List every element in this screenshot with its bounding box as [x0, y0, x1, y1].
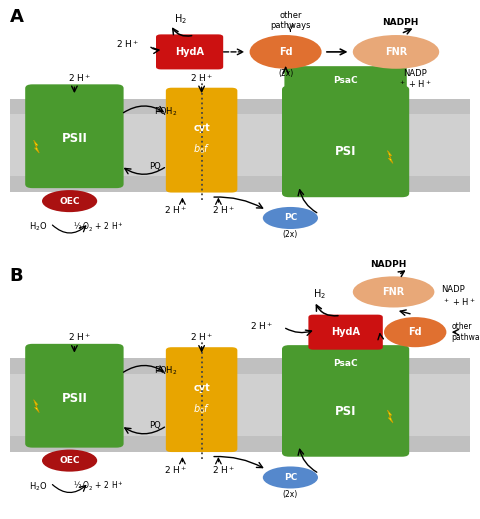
Text: HydA: HydA: [331, 327, 360, 337]
Text: PSII: PSII: [61, 392, 87, 405]
Text: cyt: cyt: [193, 383, 210, 393]
Text: PQ: PQ: [149, 161, 160, 171]
Text: Fd: Fd: [408, 327, 422, 337]
Text: $^+$ + H$^+$: $^+$ + H$^+$: [442, 296, 475, 308]
Text: A: A: [10, 8, 24, 26]
Bar: [10, 114, 470, 176]
Text: (2x): (2x): [283, 230, 298, 239]
Text: OEC: OEC: [60, 197, 80, 206]
Text: H$_2$: H$_2$: [173, 12, 187, 26]
Text: PSI: PSI: [335, 145, 356, 158]
Text: (2x): (2x): [278, 70, 293, 78]
Text: PsaC: PsaC: [333, 76, 358, 85]
Text: H$_2$O: H$_2$O: [29, 221, 48, 234]
Text: 2 H$^+$: 2 H$^+$: [68, 332, 91, 343]
Text: 2 H$^+$: 2 H$^+$: [190, 72, 213, 84]
Ellipse shape: [353, 276, 434, 307]
Text: $^+$ + H$^+$: $^+$ + H$^+$: [398, 78, 432, 90]
Polygon shape: [387, 410, 393, 423]
FancyBboxPatch shape: [308, 315, 383, 350]
Ellipse shape: [384, 317, 446, 347]
Text: $b_6f$: $b_6f$: [193, 402, 210, 416]
Ellipse shape: [263, 207, 318, 229]
Text: 2 H$^+$: 2 H$^+$: [212, 204, 235, 216]
Text: ½ O$_2$ + 2 H$^+$: ½ O$_2$ + 2 H$^+$: [73, 221, 124, 234]
Text: PQH$_2$: PQH$_2$: [154, 105, 177, 118]
FancyBboxPatch shape: [25, 84, 124, 188]
Text: NADPH: NADPH: [371, 260, 407, 269]
Text: PC: PC: [284, 213, 297, 223]
Text: 2 H$^+$: 2 H$^+$: [250, 320, 273, 332]
Text: other
pathways: other pathways: [270, 11, 311, 31]
FancyBboxPatch shape: [25, 344, 124, 447]
Text: PQ: PQ: [149, 421, 160, 430]
Polygon shape: [387, 151, 393, 163]
Text: FNR: FNR: [385, 47, 407, 57]
Text: other
pathways: other pathways: [451, 322, 480, 342]
Text: 2 H$^+$: 2 H$^+$: [190, 332, 213, 343]
Text: ½ O$_2$ + 2 H$^+$: ½ O$_2$ + 2 H$^+$: [73, 480, 124, 493]
FancyBboxPatch shape: [166, 88, 237, 193]
Text: HydA: HydA: [175, 47, 204, 57]
FancyBboxPatch shape: [284, 66, 407, 94]
Text: OEC: OEC: [60, 456, 80, 465]
Text: NADP: NADP: [403, 70, 427, 78]
Ellipse shape: [42, 449, 97, 472]
Text: H$_2$: H$_2$: [312, 288, 326, 302]
Polygon shape: [34, 400, 39, 413]
Text: PSI: PSI: [335, 405, 356, 418]
Ellipse shape: [250, 35, 322, 69]
Text: H$_2$O: H$_2$O: [29, 480, 48, 493]
Text: 2 H$^+$: 2 H$^+$: [164, 464, 187, 475]
Text: $b_6f$: $b_6f$: [193, 142, 210, 156]
Text: PQH$_2$: PQH$_2$: [154, 365, 177, 377]
Bar: [10, 374, 470, 436]
Bar: [10, 358, 470, 452]
Text: 2 H$^+$: 2 H$^+$: [68, 72, 91, 84]
Text: PSII: PSII: [61, 132, 87, 145]
Text: B: B: [10, 267, 23, 285]
Ellipse shape: [42, 190, 97, 212]
Text: cyt: cyt: [193, 124, 210, 133]
Text: NADP: NADP: [442, 285, 465, 294]
FancyBboxPatch shape: [282, 86, 409, 197]
Text: 2 H$^+$: 2 H$^+$: [164, 204, 187, 216]
Text: PC: PC: [284, 473, 297, 482]
Text: 2 H$^+$: 2 H$^+$: [212, 464, 235, 475]
Bar: [10, 99, 470, 192]
Text: Fd: Fd: [279, 47, 292, 57]
Text: (2x): (2x): [283, 490, 298, 499]
FancyBboxPatch shape: [156, 34, 223, 70]
Ellipse shape: [353, 35, 439, 69]
Text: NADPH: NADPH: [383, 18, 419, 26]
Polygon shape: [34, 140, 39, 153]
Text: 2 H$^+$: 2 H$^+$: [116, 38, 139, 50]
Text: FNR: FNR: [383, 287, 405, 297]
FancyBboxPatch shape: [282, 345, 409, 457]
FancyBboxPatch shape: [166, 347, 237, 452]
Ellipse shape: [263, 467, 318, 488]
Text: PsaC: PsaC: [333, 359, 358, 368]
